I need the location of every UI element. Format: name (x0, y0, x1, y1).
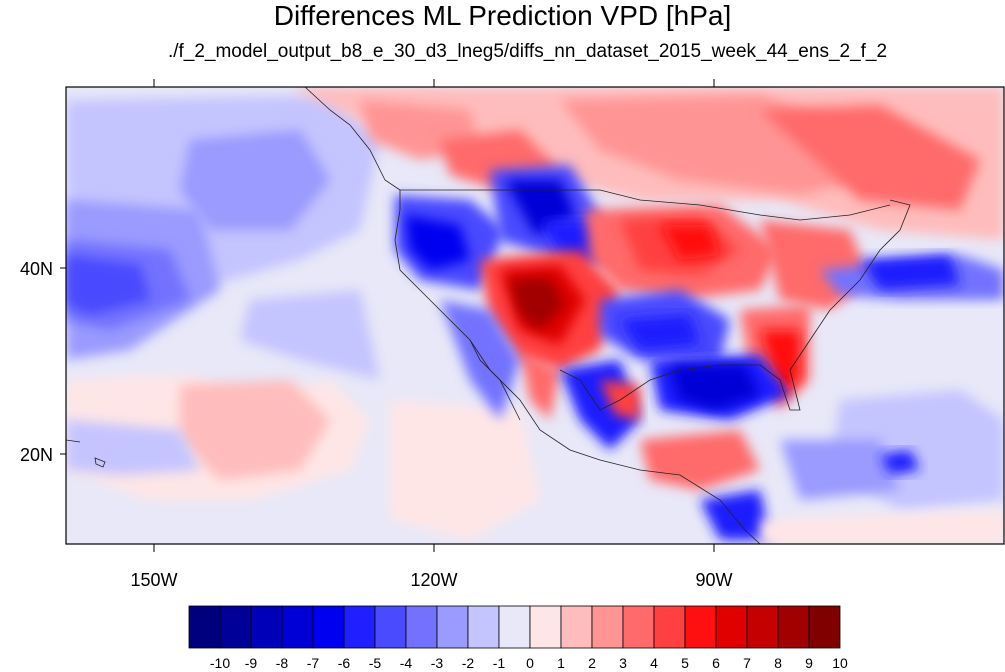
colorbar-label: 6 (712, 655, 720, 671)
colorbar-label: 8 (774, 655, 782, 671)
colorbar-label: -6 (338, 655, 351, 671)
colorbar-swatch (591, 605, 624, 649)
colorbar-label: 4 (650, 655, 658, 671)
colorbar-swatch (529, 605, 562, 649)
colorbar-label: -7 (307, 655, 320, 671)
colorbar-swatch (374, 605, 407, 649)
colorbar-swatch (343, 605, 376, 649)
colorbar: -10 -9 -8 -7 -6 -5 -4 -3 -2 -1 0 1 2 3 4 5 6 7 8 9 10 (188, 605, 848, 671)
colorbar-swatch (188, 605, 221, 649)
lon-label-90w: 90W (695, 570, 732, 590)
map-frame (65, 86, 1005, 545)
colorbar-swatch (405, 605, 438, 649)
colorbar-label: 7 (743, 655, 751, 671)
colorbar-swatch (777, 605, 810, 649)
colorbar-label: -1 (493, 655, 506, 671)
colorbar-swatch (653, 605, 686, 649)
colorbar-swatch (715, 605, 748, 649)
colorbar-label: -4 (400, 655, 413, 671)
colorbar-swatch (312, 605, 345, 649)
colorbar-swatch (467, 605, 500, 649)
lat-label-40n: 40N (20, 259, 53, 279)
colorbar-swatch (436, 605, 469, 649)
colorbar-label: -10 (210, 655, 230, 671)
colorbar-label: 1 (557, 655, 565, 671)
colorbar-label: -8 (276, 655, 289, 671)
colorbar-swatch (560, 605, 593, 649)
colorbar-label: -5 (369, 655, 382, 671)
colorbar-swatch (746, 605, 779, 649)
colorbar-swatch (250, 605, 283, 649)
colorbar-label: 9 (805, 655, 813, 671)
vpd-difference-field (66, 87, 1004, 544)
axis-ticks (60, 79, 715, 552)
colorbar-label: -9 (245, 655, 258, 671)
colorbar-label: 3 (619, 655, 627, 671)
colorbar-label: 2 (588, 655, 596, 671)
lon-label-150w: 150W (130, 570, 177, 590)
colorbar-swatch (498, 605, 531, 649)
colorbar-label: -3 (431, 655, 444, 671)
lat-label-20n: 20N (20, 445, 53, 465)
colorbar-swatch (281, 605, 314, 649)
colorbar-label: -2 (462, 655, 475, 671)
colorbar-swatch (808, 605, 841, 649)
colorbar-label: 10 (832, 655, 848, 671)
colorbar-label: 0 (526, 655, 534, 671)
colorbar-swatch (219, 605, 252, 649)
map-subtitle: ./f_2_model_output_b8_e_30_d3_lneg5/diff… (167, 41, 888, 62)
lon-label-120w: 120W (410, 570, 457, 590)
coastlines (66, 87, 911, 544)
colorbar-label: 5 (681, 655, 689, 671)
colorbar-swatch (684, 605, 717, 649)
map-title: Differences ML Prediction VPD [hPa] (273, 0, 732, 31)
colorbar-swatch (622, 605, 655, 649)
